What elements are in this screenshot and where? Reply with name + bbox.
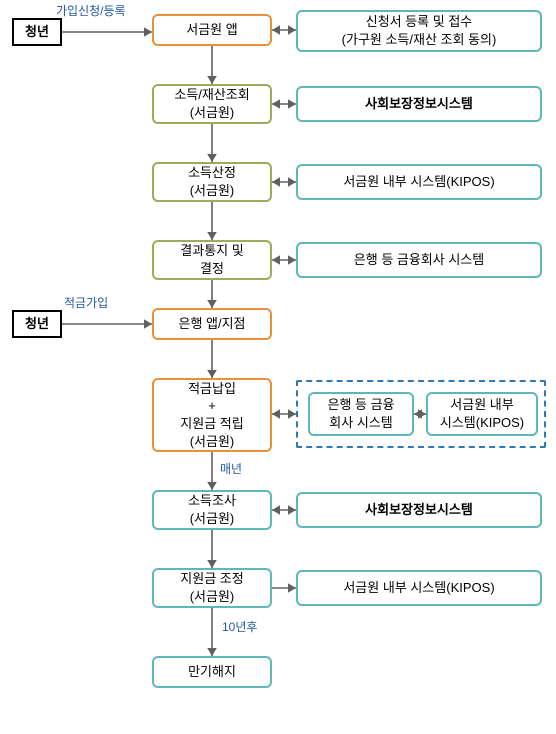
node-c9: 만기해지 (152, 656, 272, 688)
node-r4-label: 은행 등 금융회사 시스템 (354, 251, 484, 269)
label-l3: 매년 (220, 460, 242, 477)
node-c5: 은행 앱/지점 (152, 308, 272, 340)
dashed-group (296, 380, 546, 448)
node-c2: 소득/재산조회(서금원) (152, 84, 272, 124)
node-r1: 신청서 등록 및 접수(가구원 소득/재산 조회 동의) (296, 10, 542, 52)
node-c2-label: 소득/재산조회(서금원) (174, 86, 249, 121)
node-c7: 소득조사(서금원) (152, 490, 272, 530)
label-l4: 10년후 (222, 618, 257, 635)
label-l2: 적금가입 (64, 294, 108, 311)
node-youth2: 청년 (12, 310, 62, 338)
node-c6-label: 적금납입+지원금 적립(서금원) (180, 380, 243, 450)
node-c4-label: 결과통지 및결정 (180, 242, 243, 277)
node-c1-label: 서금원 앱 (186, 21, 237, 39)
node-c5-label: 은행 앱/지점 (178, 315, 245, 333)
node-r7: 서금원 내부 시스템(KIPOS) (296, 570, 542, 606)
node-c3-label: 소득산정(서금원) (188, 164, 236, 199)
node-r2-label: 사회보장정보시스템 (365, 95, 473, 113)
node-c3: 소득산정(서금원) (152, 162, 272, 202)
node-r2: 사회보장정보시스템 (296, 86, 542, 122)
label-l1: 가입신청/등록 (56, 2, 126, 19)
node-c9-label: 만기해지 (188, 663, 236, 681)
node-c8-label: 지원금 조정(서금원) (180, 570, 243, 605)
node-c7-label: 소득조사(서금원) (188, 492, 236, 527)
node-r3: 서금원 내부 시스템(KIPOS) (296, 164, 542, 200)
node-youth2-label: 청년 (25, 315, 49, 333)
node-c8: 지원금 조정(서금원) (152, 568, 272, 608)
node-youth1: 청년 (12, 18, 62, 46)
node-c6: 적금납입+지원금 적립(서금원) (152, 378, 272, 452)
node-c4: 결과통지 및결정 (152, 240, 272, 280)
node-r4: 은행 등 금융회사 시스템 (296, 242, 542, 278)
node-c1: 서금원 앱 (152, 14, 272, 46)
node-r6-label: 사회보장정보시스템 (365, 501, 473, 519)
node-r1-label: 신청서 등록 및 접수(가구원 소득/재산 조회 동의) (342, 13, 497, 48)
node-r3-label: 서금원 내부 시스템(KIPOS) (343, 173, 494, 191)
node-youth1-label: 청년 (25, 23, 49, 41)
node-r7-label: 서금원 내부 시스템(KIPOS) (343, 579, 494, 597)
node-r6: 사회보장정보시스템 (296, 492, 542, 528)
